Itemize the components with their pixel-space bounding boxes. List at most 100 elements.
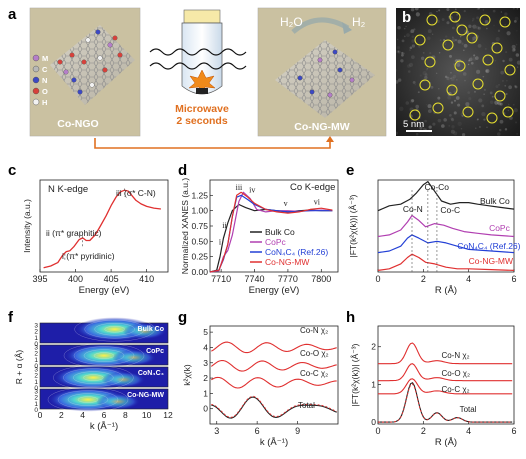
stem-noise [514, 73, 516, 75]
wavelet-contour [83, 374, 104, 381]
wavelet-contour [84, 320, 145, 339]
stem-noise [414, 6, 419, 11]
microwave-vial [149, 9, 247, 95]
x-tick-label: 0 [375, 274, 380, 284]
peak-annotation: i (π* pyridinic) [62, 251, 115, 261]
stem-noise [397, 50, 401, 54]
stem-noise [439, 39, 442, 42]
stem-noise [515, 43, 518, 46]
plot-frame [377, 325, 515, 425]
legend-swatch [32, 65, 40, 73]
stem-noise [451, 118, 455, 122]
stem-noise [500, 11, 503, 13]
stem-noise [472, 36, 476, 41]
stem-noise [462, 49, 465, 52]
wavelet-contour [47, 387, 129, 412]
stem-noise [443, 38, 446, 42]
atom-dot [317, 57, 323, 63]
stem-noise [431, 135, 434, 137]
x-tick-label: 4 [80, 410, 85, 420]
x-tick-label: 7800 [311, 274, 331, 284]
wavelet-contour [73, 346, 135, 365]
stem-noise [504, 12, 508, 16]
y-axis-label: Intensity (a.u.) [22, 199, 32, 253]
stem-noise [450, 76, 455, 81]
stem-noise [468, 97, 472, 101]
panel-d-chart: 7710 7740 7770 7800 0.00 0.25 0.50 0.75 1.00 1.25… [180, 178, 339, 296]
y-tick-label: 3 [34, 344, 38, 351]
x-tick-label: 405 [104, 274, 119, 284]
stem-noise [498, 128, 502, 132]
wavelet-map-label: CoN₄C₄ [138, 370, 164, 377]
stem-noise [495, 85, 499, 89]
stem-noise [409, 31, 412, 34]
x-axis-label: Energy (eV) [79, 285, 130, 296]
x-tick-label: 12 [163, 410, 173, 420]
x-tick-label: 4 [466, 426, 471, 436]
plot-frame [377, 179, 515, 273]
x-tick-label: 4 [466, 274, 471, 284]
stem-noise [448, 15, 453, 20]
stem-noise [472, 56, 477, 61]
stem-noise [400, 59, 404, 63]
atom-dot [97, 55, 103, 61]
stem-noise [468, 59, 471, 62]
stem-noise [455, 59, 458, 62]
stem-noise [468, 57, 473, 62]
y-tick-label: 0 [34, 385, 38, 392]
atom-marker-circle [426, 14, 438, 26]
stem-noise [397, 50, 400, 53]
stem-noise [460, 127, 463, 130]
ft-fit-series-line [378, 342, 513, 365]
stem-noise [432, 33, 434, 35]
atom-marker-circle [432, 102, 444, 114]
y-tick-label: 0 [34, 407, 38, 414]
stem-noise [483, 93, 485, 95]
stem-noise [516, 132, 519, 135]
legend-swatch [32, 87, 40, 95]
stem-noise [450, 77, 452, 79]
atom-dot [57, 59, 63, 65]
stem-noise [457, 39, 462, 44]
stem-noise [416, 12, 418, 14]
stem-noise [513, 20, 517, 23]
y-axis-label: |FT(k²χ(k))| (Å⁻³) [350, 343, 360, 406]
y-tick-label: 0.75 [191, 221, 208, 231]
y-tick-label: 1 [34, 379, 38, 386]
stem-noise [411, 39, 415, 43]
stem-noise [450, 129, 455, 134]
exafs-series-line [210, 359, 337, 372]
stem-noise [410, 29, 415, 34]
stem-noise [467, 63, 470, 66]
atom-dot [332, 49, 338, 55]
stem-noise [430, 85, 434, 89]
stem-noise [498, 84, 500, 86]
y-tick-label: 2 [203, 373, 208, 383]
y-tick-label: 1 [34, 357, 38, 364]
stem-noise [499, 102, 503, 106]
stem-noise [461, 42, 464, 45]
stem-noise [459, 35, 462, 38]
scale-bar-label: 5 nm [403, 119, 424, 130]
stem-noise [472, 25, 474, 27]
series-label: Total [298, 401, 315, 410]
stem-noise [444, 43, 446, 45]
stem-noise [478, 7, 480, 10]
y-tick-label: 1 [371, 379, 376, 389]
stem-noise [395, 49, 400, 54]
atom-marker-circle [494, 90, 506, 102]
plot-frame [39, 179, 169, 273]
stem-noise [447, 95, 451, 100]
stem-noise [438, 87, 440, 90]
peak-label: iii [236, 183, 243, 192]
wavelet-contour [57, 390, 119, 409]
stem-noise [511, 44, 516, 49]
stem-noise [517, 66, 519, 68]
stem-noise [491, 95, 494, 98]
stem-noise [502, 59, 505, 63]
atom-marker-circle [479, 14, 491, 26]
stem-noise [402, 52, 405, 55]
ft-fit-line [378, 383, 513, 423]
x-tick-label: 395 [32, 274, 47, 284]
